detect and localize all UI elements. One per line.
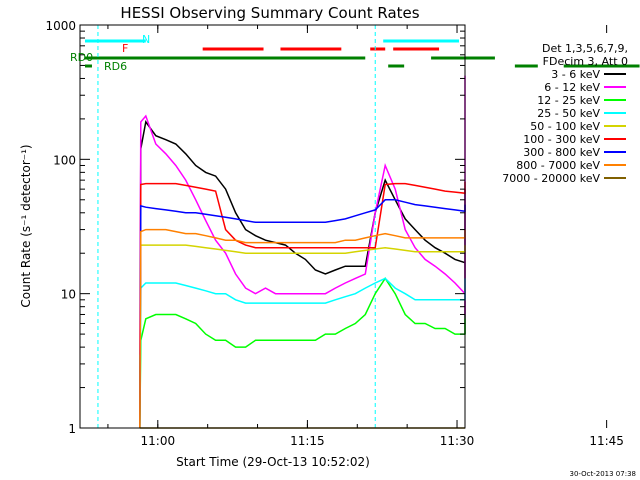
y-tick-label: 10 bbox=[61, 288, 76, 302]
legend-label: 800 - 7000 keV bbox=[516, 159, 600, 172]
flare-flag-label: F bbox=[122, 42, 128, 55]
y-axis-label: Count Rate (s⁻¹ detector⁻¹) bbox=[19, 144, 33, 307]
legend-label: 7000 - 20000 keV bbox=[502, 172, 600, 185]
chart-title: HESSI Observing Summary Count Rates bbox=[120, 4, 419, 22]
legend-header-1: Det 1,3,5,6,7,9, bbox=[542, 42, 628, 55]
series-line bbox=[139, 228, 466, 429]
series-line bbox=[139, 181, 466, 429]
series-line bbox=[139, 277, 466, 429]
legend-header-2: FDecim 3, Att 0 bbox=[543, 55, 628, 68]
series-line bbox=[139, 244, 466, 429]
legend-label: 50 - 100 keV bbox=[530, 120, 600, 133]
x-axis-label: Start Time (29-Oct-13 10:52:02) bbox=[176, 455, 370, 469]
legend-label: 12 - 25 keV bbox=[537, 94, 600, 107]
series-line bbox=[139, 199, 466, 429]
legend: Det 1,3,5,6,7,9, FDecim 3, Att 0 3 - 6 k… bbox=[502, 42, 628, 185]
series-line bbox=[139, 75, 466, 355]
legend-label: 100 - 300 keV bbox=[523, 133, 600, 146]
y-axis: 1 10 100 1000 bbox=[45, 19, 465, 436]
x-tick-label: 11:30 bbox=[440, 434, 475, 448]
rd6-flag-label: RD6 bbox=[104, 60, 127, 73]
legend-label: 6 - 12 keV bbox=[544, 81, 600, 94]
series-lines bbox=[139, 75, 466, 429]
y-tick-label: 100 bbox=[53, 153, 76, 167]
legend-label: 300 - 800 keV bbox=[523, 146, 600, 159]
legend-label: 25 - 50 keV bbox=[537, 107, 600, 120]
y-tick-label: 1 bbox=[68, 422, 76, 436]
legend-label: 3 - 6 keV bbox=[551, 68, 600, 81]
y-tick-label: 1000 bbox=[45, 19, 76, 33]
night-flag-label: N bbox=[142, 33, 150, 46]
x-tick-label: 11:00 bbox=[141, 434, 176, 448]
x-tick-label: 11:45 bbox=[589, 434, 624, 448]
series-line bbox=[139, 277, 466, 429]
plot-frame bbox=[79, 24, 466, 429]
status-flags bbox=[84, 39, 640, 68]
timestamp: 30-Oct-2013 07:38 bbox=[570, 470, 636, 478]
series-line bbox=[139, 120, 466, 429]
x-tick-label: 11:15 bbox=[290, 434, 325, 448]
rd0-flag-label: RD0 bbox=[70, 51, 93, 64]
